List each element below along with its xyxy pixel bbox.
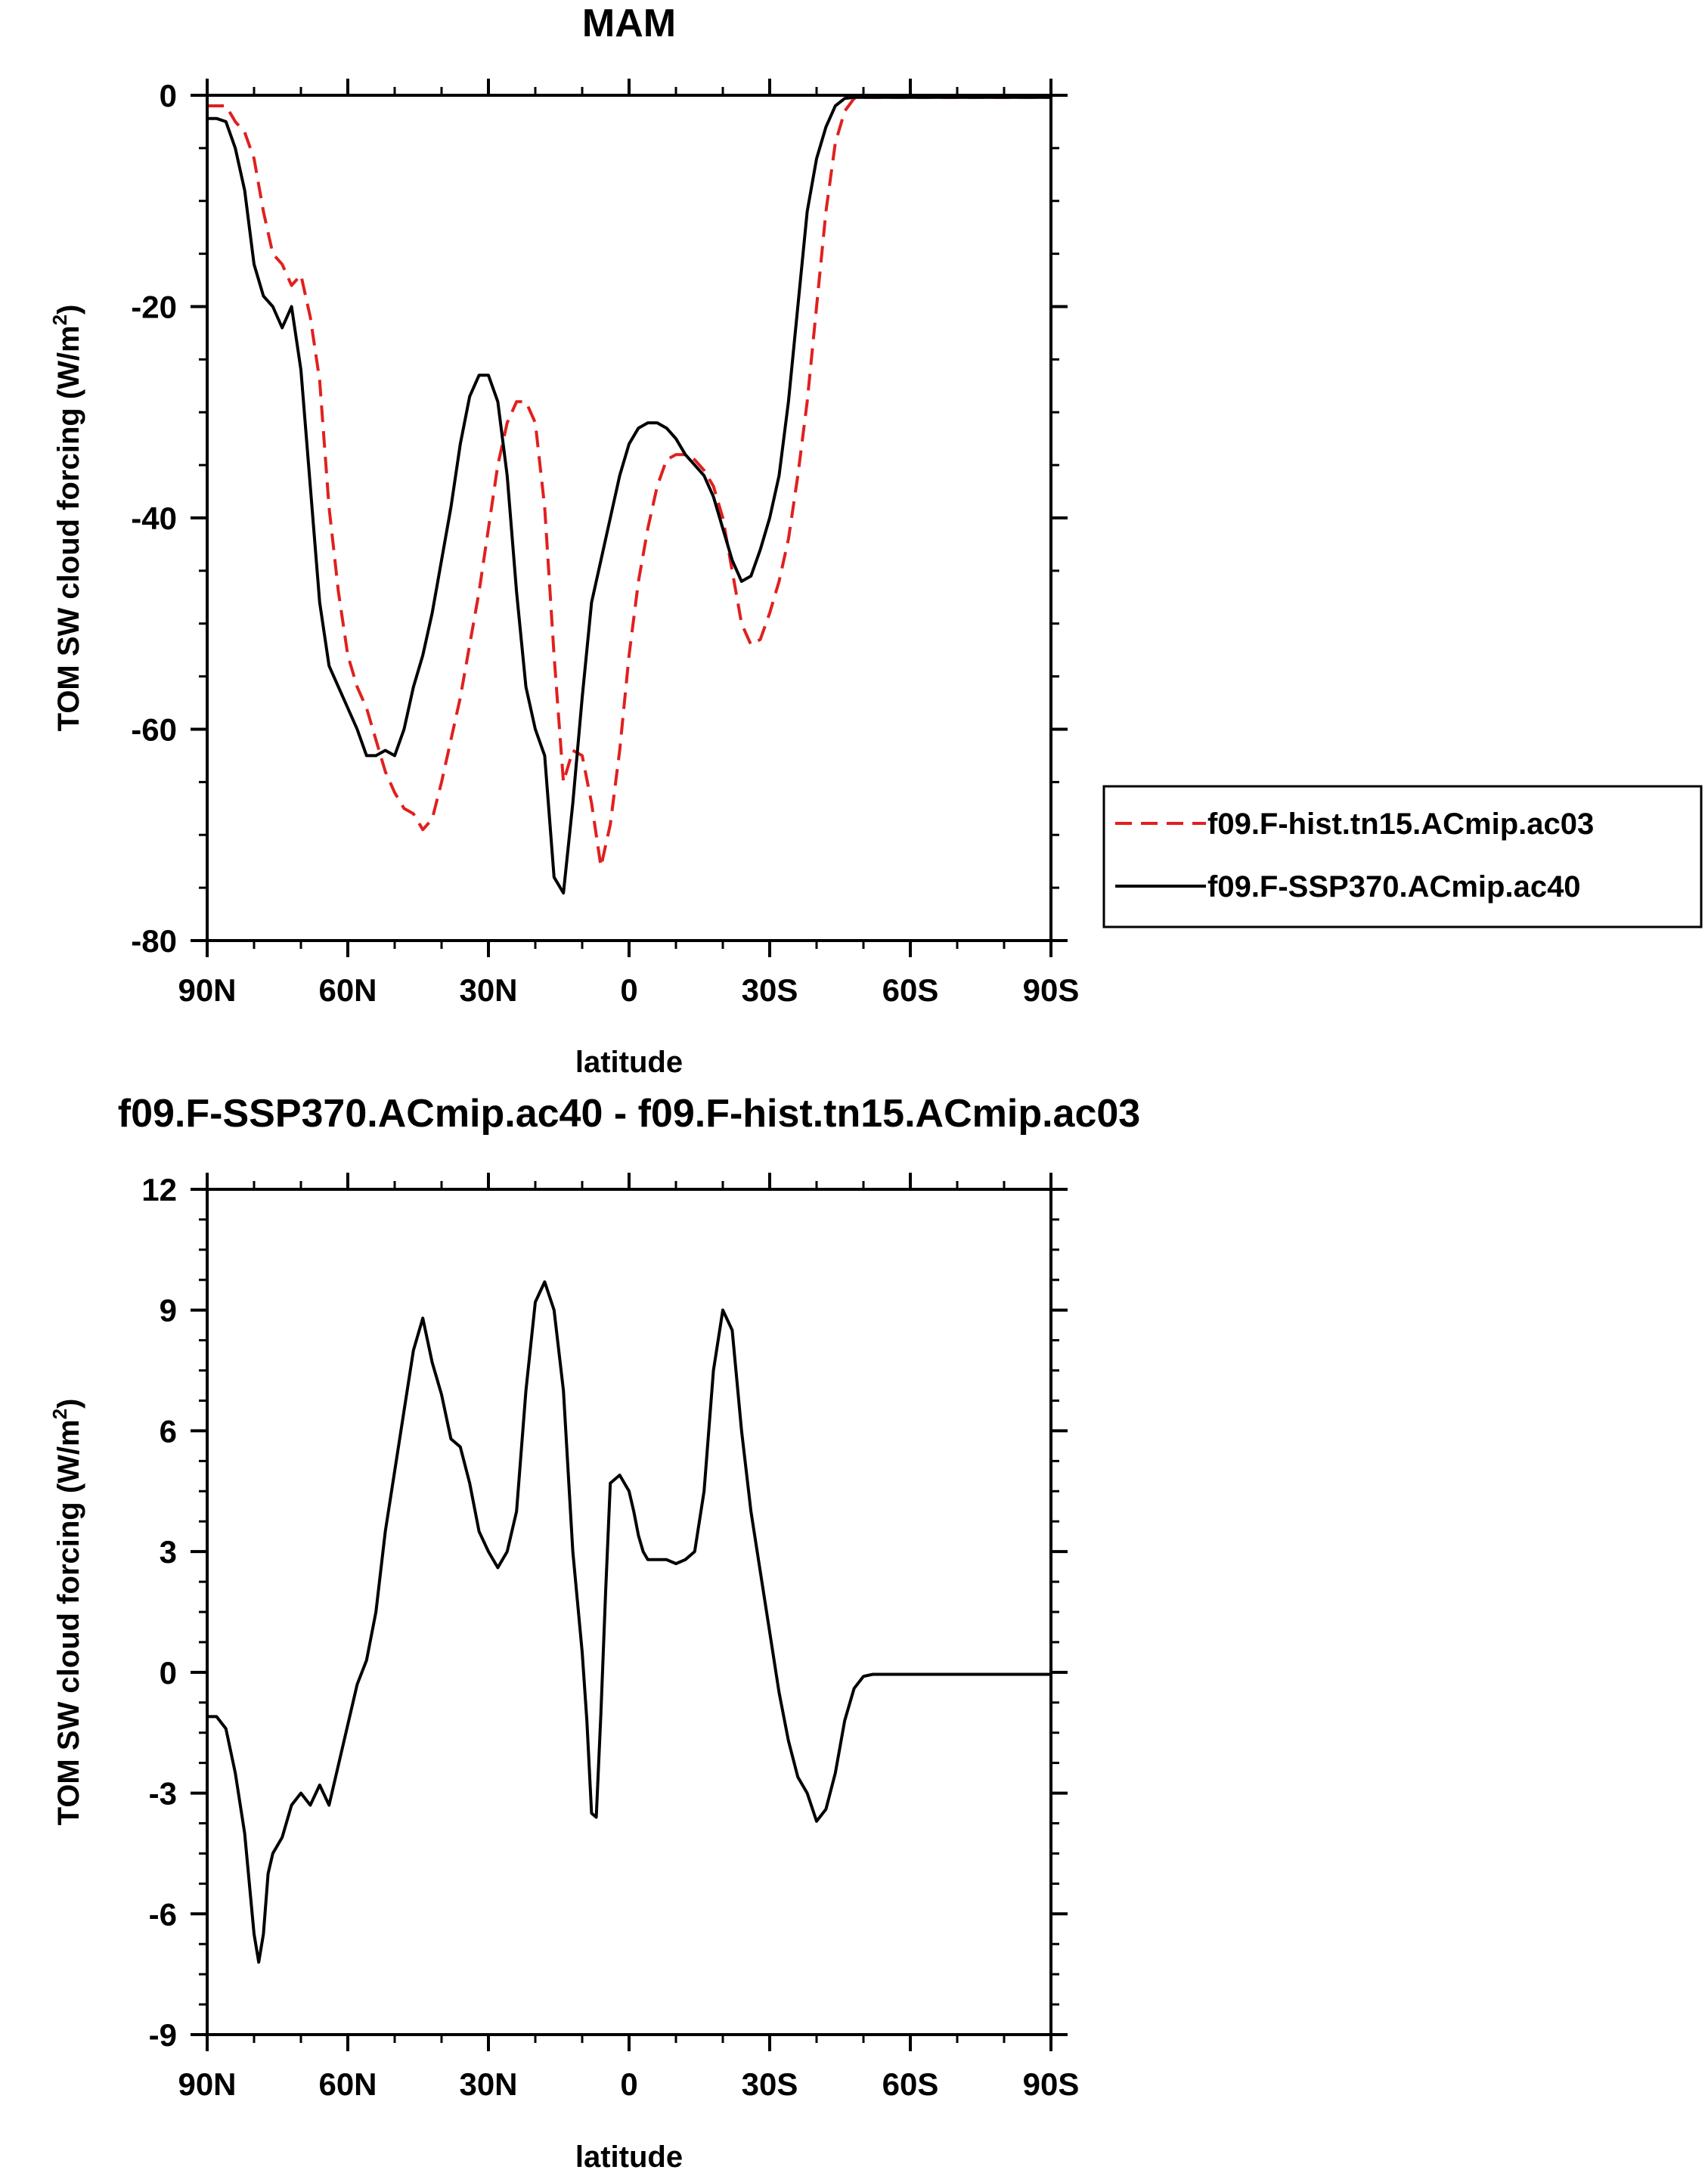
y-tick-label: -60	[131, 712, 177, 748]
x-tick-label: 90S	[1023, 972, 1080, 1008]
x-tick-label: 0	[620, 2066, 637, 2102]
y-tick-label: 0	[160, 1655, 177, 1691]
panel-2-frame	[206, 1188, 1052, 2036]
x-tick-label: 90S	[1023, 2066, 1080, 2102]
y-tick-label: 12	[141, 1172, 177, 1207]
legend: f09.F-hist.tn15.ACmip.ac03 f09.F-SSP370.…	[1102, 785, 1703, 928]
panel-2-ticks: 90N 60N 30N 0 30S 60S 90S 12 9 6 3 0 -3 -6 -9	[141, 1172, 1079, 2102]
legend-label-hist: f09.F-hist.tn15.ACmip.ac03	[1207, 807, 1594, 841]
y-tick-label: -40	[131, 501, 177, 536]
y-tick-label: -6	[149, 1896, 177, 1932]
series-line-hist	[207, 95, 1051, 869]
panel-2: f09.F-SSP370.ACmip.ac40 - f09.F-hist.tn1…	[48, 1092, 1140, 2174]
series-line-difference	[207, 1280, 1051, 1964]
y-tick-label: 9	[160, 1293, 177, 1328]
y-tick-label: -9	[149, 2017, 177, 2053]
x-tick-label: 90N	[178, 2066, 236, 2102]
y-tick-label: -3	[149, 1776, 177, 1812]
panel-1-lines	[207, 95, 1051, 895]
y-tick-label: -20	[131, 290, 177, 325]
panel-2-ylabel: TOM SW cloud forcing (W/m2)	[48, 1399, 85, 1826]
panel-2-xlabel: latitude	[575, 2140, 683, 2174]
panel-2-lines	[207, 1280, 1051, 1964]
panel-1: MAM 90N 60N 30N 0 30S 60S 90S 0 -20 -40 -60 -80 TOM…	[48, 2, 1079, 1079]
panel-1-frame	[206, 94, 1052, 942]
x-tick-label: 30S	[742, 2066, 798, 2102]
x-tick-label: 30N	[459, 972, 517, 1008]
panel-1-title: MAM	[582, 2, 676, 45]
x-tick-label: 60S	[882, 972, 939, 1008]
x-tick-label: 30N	[459, 2066, 517, 2102]
x-tick-label: 0	[620, 972, 637, 1008]
series-line-ssp	[207, 95, 1051, 895]
x-tick-label: 60N	[318, 972, 377, 1008]
legend-box	[1102, 785, 1703, 928]
x-tick-label: 30S	[742, 972, 798, 1008]
panel-1-ticks: 90N 60N 30N 0 30S 60S 90S 0 -20 -40 -60 -80	[131, 78, 1079, 1008]
x-tick-label: 60S	[882, 2066, 939, 2102]
legend-label-ssp: f09.F-SSP370.ACmip.ac40	[1207, 870, 1581, 904]
x-tick-label: 90N	[178, 972, 236, 1008]
x-tick-label: 60N	[318, 2066, 377, 2102]
y-tick-label: 3	[160, 1534, 177, 1570]
panel-2-title: f09.F-SSP370.ACmip.ac40 - f09.F-hist.tn1…	[118, 1092, 1140, 1136]
y-tick-label: 0	[160, 78, 177, 113]
panel-1-xlabel: latitude	[575, 1046, 683, 1079]
panel-1-ylabel: TOM SW cloud forcing (W/m2)	[48, 305, 85, 732]
y-tick-label: 6	[160, 1413, 177, 1449]
y-tick-label: -80	[131, 923, 177, 959]
